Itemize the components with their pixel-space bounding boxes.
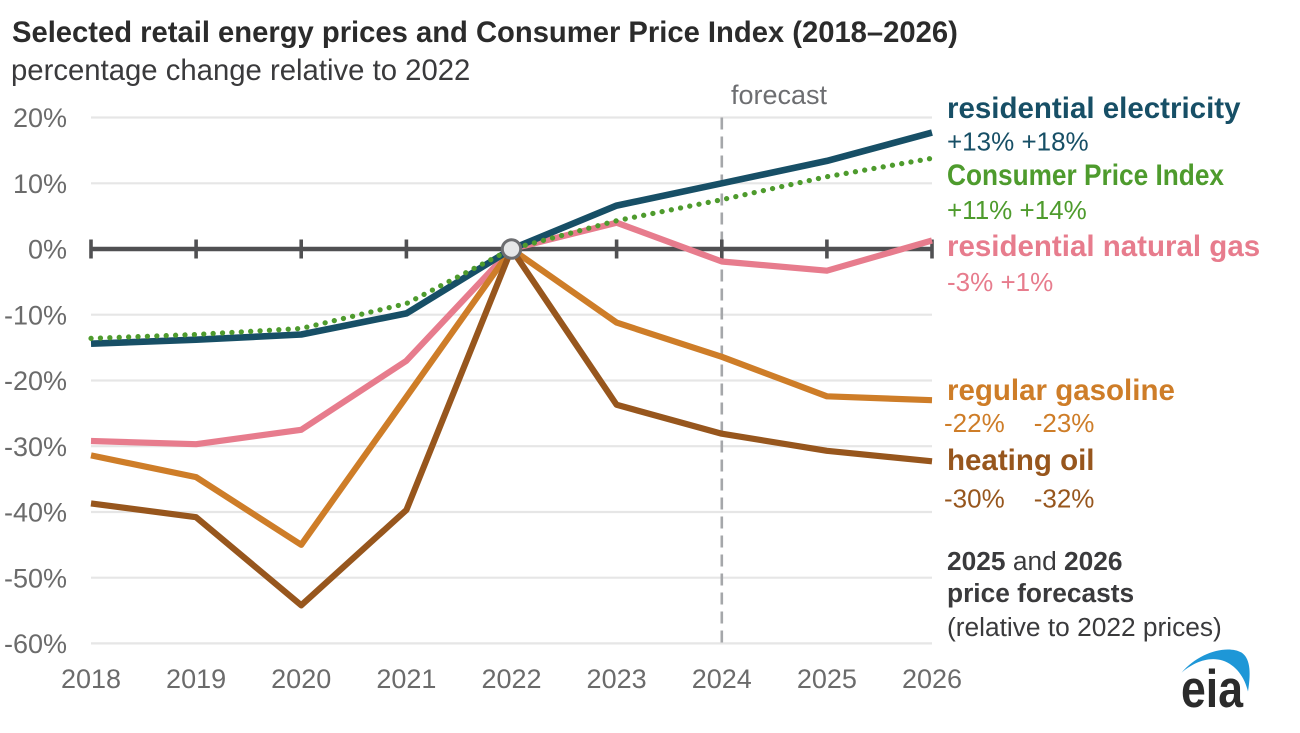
- svg-text:percentage change relative to: percentage change relative to 2022: [11, 54, 470, 87]
- svg-text:2026: 2026: [902, 664, 962, 694]
- svg-text:Consumer Price Index: Consumer Price Index: [947, 159, 1225, 192]
- svg-text:2019: 2019: [166, 664, 226, 694]
- svg-text:price forecasts: price forecasts: [947, 578, 1134, 608]
- svg-text:2022: 2022: [481, 664, 541, 694]
- svg-text:10%: 10%: [13, 169, 67, 199]
- svg-text:2018: 2018: [61, 664, 121, 694]
- svg-text:-10%: -10%: [4, 300, 67, 330]
- svg-text:residential natural gas: residential natural gas: [947, 230, 1260, 263]
- svg-text:-20%: -20%: [4, 366, 67, 396]
- svg-text:2021: 2021: [376, 664, 436, 694]
- svg-text:2025 and 2026: 2025 and 2026: [947, 546, 1123, 576]
- svg-text:2025: 2025: [797, 664, 857, 694]
- svg-text:2020: 2020: [271, 664, 331, 694]
- svg-text:eia: eia: [1181, 660, 1243, 719]
- svg-text:regular gasoline: regular gasoline: [947, 374, 1175, 407]
- svg-text:forecast: forecast: [731, 80, 828, 110]
- svg-text:0%: 0%: [28, 235, 67, 265]
- svg-text:-50%: -50%: [4, 563, 67, 593]
- svg-text:(relative to 2022 prices): (relative to 2022 prices): [947, 612, 1222, 642]
- svg-text:+13% +18%: +13% +18%: [947, 127, 1089, 157]
- svg-text:20%: 20%: [13, 103, 67, 133]
- svg-text:heating oil: heating oil: [947, 444, 1095, 477]
- svg-text:2023: 2023: [587, 664, 647, 694]
- svg-text:residential electricity: residential electricity: [947, 92, 1241, 125]
- svg-text:+11% +14%: +11% +14%: [947, 195, 1087, 225]
- svg-text:-40%: -40%: [4, 498, 67, 528]
- svg-text:-60%: -60%: [4, 629, 67, 659]
- svg-text:-3% +1%: -3% +1%: [947, 267, 1053, 297]
- svg-text:2024: 2024: [692, 664, 752, 694]
- svg-text:Selected retail energy prices: Selected retail energy prices and Consum…: [12, 17, 958, 49]
- svg-text:-30%: -30%: [4, 432, 67, 462]
